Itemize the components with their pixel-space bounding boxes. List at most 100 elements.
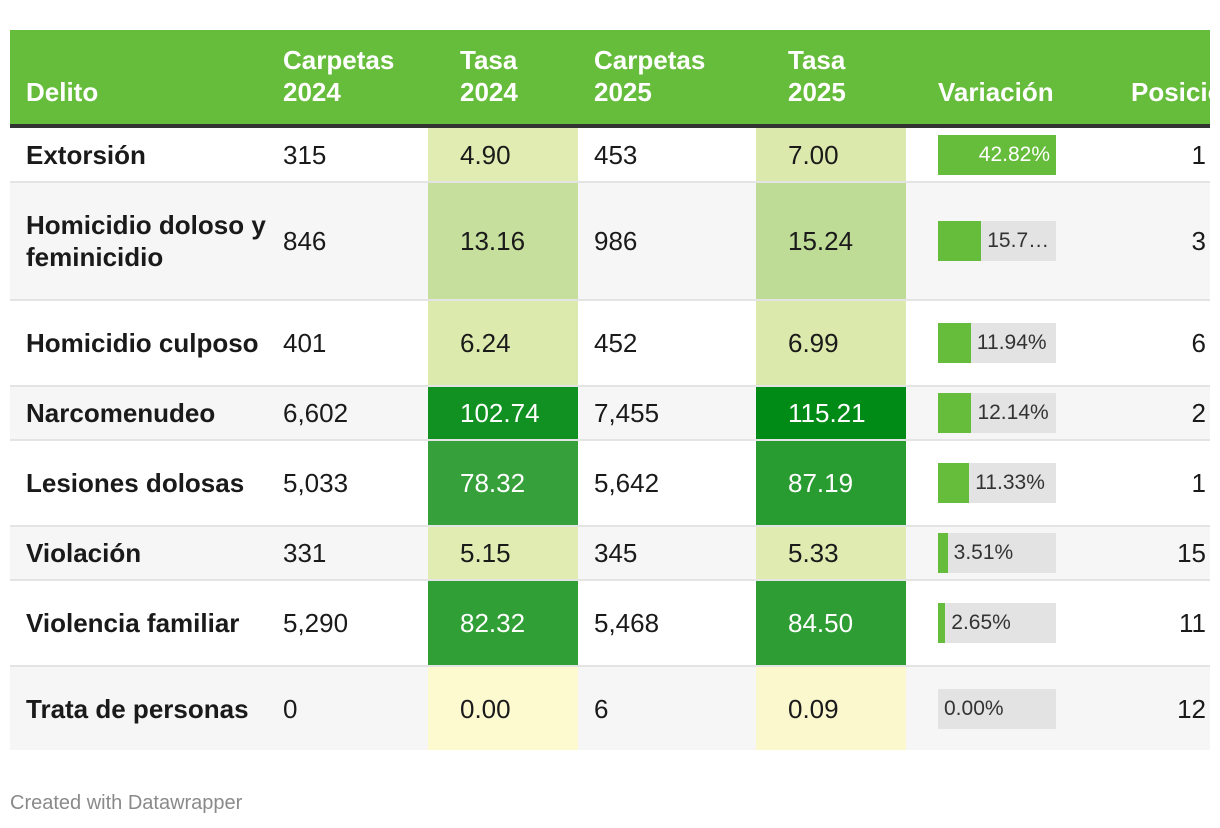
- cell-posicion: 1: [1101, 440, 1210, 527]
- cell-carpetas-2024: 315: [267, 126, 428, 183]
- cell-tasa-2024: 102.74: [428, 386, 578, 441]
- table-row: Narcomenudeo 6,602 102.74 7,455 115.21 12.14%…: [10, 386, 1210, 441]
- cell-variacion: 11.94%: [906, 300, 1101, 387]
- header-tasa-2024[interactable]: Tasa 2024: [428, 30, 578, 128]
- cell-delito: Trata de personas: [26, 693, 249, 724]
- cell-carpetas-2025: 5,642: [578, 440, 756, 527]
- cell-variacion: 0.00%: [906, 666, 1101, 750]
- cell-carpetas-2025: 453: [578, 126, 756, 183]
- variacion-bar: [938, 603, 946, 643]
- cell-tasa-2024: 6.24: [428, 300, 578, 387]
- header-carpetas-2024[interactable]: Carpetas 2024: [267, 30, 428, 128]
- cell-tasa-2025: 87.19: [756, 440, 906, 527]
- variacion-label: 11.33%: [975, 471, 1045, 494]
- cell-posicion: 3: [1101, 182, 1210, 301]
- variacion-bar-track: 42.82%: [938, 134, 1056, 175]
- cell-carpetas-2025: 6: [594, 693, 609, 724]
- header-carpetas-2025[interactable]: Carpetas 2025: [578, 30, 756, 128]
- cell-tasa-2025: 6.99: [756, 300, 906, 387]
- cell-tasa-2024: 0.00: [428, 666, 578, 750]
- cell-delito: Violencia familiar: [10, 580, 267, 667]
- cell-carpetas-2024: 5,033: [267, 440, 428, 527]
- cell-delito: Homicidio doloso y feminicidio: [10, 182, 267, 301]
- cell-variacion: 3.51%: [906, 526, 1101, 581]
- cell-tasa-2024: 5.15: [428, 526, 578, 581]
- cell-tasa-2024: 4.90: [428, 126, 578, 183]
- cell-posicion: 15: [1101, 526, 1210, 581]
- variacion-bar: [938, 393, 972, 433]
- cell-posicion: 12: [1177, 693, 1206, 724]
- cell-tasa-2025: 0.09: [756, 666, 906, 750]
- cell-tasa-2024: 78.32: [428, 440, 578, 527]
- table-wrapper: Delito Carpetas 2024 Tasa 2024 Carpetas …: [10, 30, 1210, 750]
- cell-carpetas-2025: 7,455: [578, 386, 756, 441]
- table-row: Violación 331 5.15 345 5.33 3.51% 15: [10, 526, 1210, 581]
- cell-carpetas-2024: 0: [283, 693, 298, 724]
- cell-carpetas-2024: 5,290: [267, 580, 428, 667]
- variacion-label: 11.94%: [976, 331, 1047, 354]
- variacion-bar: [938, 134, 1056, 175]
- table-header: Delito Carpetas 2024 Tasa 2024 Carpetas …: [10, 30, 1210, 128]
- variacion-bar-track: 11.94%: [938, 323, 1056, 363]
- cell-tasa-2024: 82.32: [428, 580, 578, 667]
- cell-variacion: 42.82%: [906, 126, 1101, 183]
- variacion-bar-track: 3.51%: [938, 533, 1056, 573]
- header-tasa-2025[interactable]: Tasa 2025: [756, 30, 906, 128]
- variacion-bar-track: 11.33%: [938, 463, 1056, 503]
- cell-carpetas-2024: 846: [267, 182, 428, 301]
- table-row: Extorsión 315 4.90 453 7.00 42.82% 1: [10, 126, 1210, 183]
- header-posicion[interactable]: Posición: [1101, 30, 1210, 128]
- cell-posicion: 2: [1101, 386, 1210, 441]
- cell-carpetas-2025: 5,468: [578, 580, 756, 667]
- cell-tasa-2025: 7.00: [756, 126, 906, 183]
- variacion-bar-track: 15.7…: [938, 221, 1056, 261]
- cell-carpetas-2025: 452: [578, 300, 756, 387]
- crime-table: Delito Carpetas 2024 Tasa 2024 Carpetas …: [10, 30, 1210, 750]
- cell-delito: Lesiones dolosas: [10, 440, 267, 527]
- cell-posicion: 11: [1101, 580, 1210, 667]
- cell-tasa-2024: 13.16: [428, 182, 578, 301]
- variacion-bar: [938, 221, 982, 261]
- variacion-bar: [938, 463, 970, 503]
- cell-delito: Violación: [10, 526, 267, 581]
- table-row: Trata de personas 0 0.00 6 0.09 0.00% 12: [10, 666, 1210, 750]
- cell-posicion: 6: [1101, 300, 1210, 387]
- variacion-label: 2.65%: [951, 611, 1011, 634]
- cell-tasa-2025: 84.50: [756, 580, 906, 667]
- cell-tasa-2025: 15.24: [756, 182, 906, 301]
- variacion-label: 3.51%: [953, 541, 1014, 564]
- cell-carpetas-2024: 6,602: [267, 386, 428, 441]
- table-body: Extorsión 315 4.90 453 7.00 42.82% 1 Homicidio …: [10, 126, 1210, 750]
- cell-variacion: 15.7…: [906, 182, 1101, 301]
- variacion-label: 0.00%: [944, 696, 1004, 720]
- cell-variacion: 11.33%: [906, 440, 1101, 527]
- cell-delito: Homicidio culposo: [10, 300, 267, 387]
- variacion-bar-track: 0.00%: [938, 688, 1056, 729]
- table-row: Lesiones dolosas 5,033 78.32 5,642 87.19 11.3…: [10, 440, 1210, 527]
- cell-posicion: 1: [1101, 126, 1210, 183]
- variacion-bar: [938, 533, 948, 573]
- cell-delito: Narcomenudeo: [10, 386, 267, 441]
- variacion-bar-track: 12.14%: [938, 393, 1056, 433]
- cell-tasa-2025: 5.33: [756, 526, 906, 581]
- cell-carpetas-2024: 401: [267, 300, 428, 387]
- variacion-label: 42.82%: [978, 142, 1050, 166]
- cell-variacion: 2.65%: [906, 580, 1101, 667]
- header-row: Delito Carpetas 2024 Tasa 2024 Carpetas …: [10, 30, 1210, 128]
- variacion-label: 15.7…: [987, 229, 1050, 252]
- variacion-label: 12.14%: [977, 401, 1049, 424]
- header-variacion[interactable]: Variación: [906, 30, 1101, 128]
- variacion-bar-track: 2.65%: [938, 603, 1056, 643]
- cell-delito: Extorsión: [10, 126, 267, 183]
- cell-carpetas-2025: 986: [578, 182, 756, 301]
- table-row: Homicidio culposo 401 6.24 452 6.99 11.94% 6: [10, 300, 1210, 387]
- variacion-bar: [938, 323, 971, 363]
- table-row: Violencia familiar 5,290 82.32 5,468 84.50 2.…: [10, 580, 1210, 667]
- header-delito[interactable]: Delito: [10, 30, 267, 128]
- cell-carpetas-2025: 345: [578, 526, 756, 581]
- cell-carpetas-2024: 331: [267, 526, 428, 581]
- cell-tasa-2025: 115.21: [756, 386, 906, 441]
- datawrapper-credit[interactable]: Created with Datawrapper: [10, 792, 243, 814]
- table-row: Homicidio doloso y feminicidio 846 13.16 98…: [10, 182, 1210, 301]
- cell-variacion: 12.14%: [906, 386, 1101, 441]
